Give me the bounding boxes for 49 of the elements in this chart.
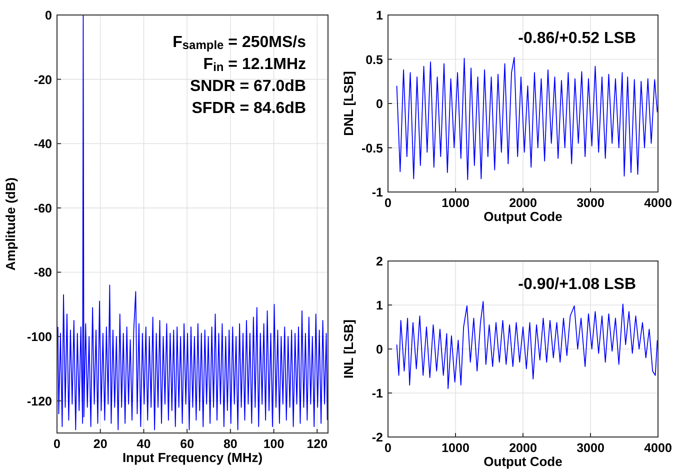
x-tick-label: 4000 [644, 196, 672, 210]
x-tick-label: 100 [263, 437, 284, 451]
y-axis-title: DNL [LSB] [341, 71, 356, 136]
x-tick-label: 40 [136, 437, 151, 451]
y-tick-label: 0 [376, 342, 384, 356]
x-tick-label: 20 [93, 437, 108, 451]
annotation: F$_{sample}$ = 250MS/s [172, 34, 306, 52]
y-tick-label: 0.5 [366, 52, 384, 67]
y-tick-label: -2 [372, 430, 384, 444]
x-tick-label: 80 [223, 437, 238, 451]
y-tick-label: 0 [45, 8, 52, 22]
y-tick-label: -1 [372, 386, 384, 400]
line-series [396, 57, 658, 180]
y-tick-label: 0 [376, 97, 384, 111]
x-tick-label: 2000 [509, 196, 537, 210]
x-tick-label: 4000 [644, 441, 672, 455]
x-tick-label: 120 [306, 437, 328, 451]
x-tick-label: 0 [384, 441, 392, 455]
x-tick-label: 1000 [442, 196, 470, 210]
y-tick-label: -100 [26, 330, 52, 344]
x-axis-title: Output Code [484, 454, 562, 469]
y-tick-label: 1 [376, 8, 384, 22]
y-tick-label: 2 [376, 254, 384, 268]
line-series [396, 301, 658, 390]
x-tick-label: 3000 [576, 441, 604, 455]
y-axis-title: Amplitude (dB) [3, 177, 18, 271]
x-tick-label: 3000 [576, 196, 604, 210]
annotation: SNDR = 67.0dB [190, 78, 306, 95]
x-tick-label: 2000 [509, 441, 537, 455]
y-tick-label: -0.5 [361, 141, 384, 156]
line-series [57, 14, 328, 430]
y-tick-label: -20 [34, 72, 52, 87]
y-tick-label: -40 [34, 137, 52, 152]
x-tick-label: 1000 [442, 441, 470, 455]
x-tick-label: 0 [384, 196, 392, 210]
y-tick-label: -120 [26, 394, 52, 408]
y-tick-label: -60 [34, 201, 52, 216]
x-axis-title: Output Code [484, 209, 562, 224]
annotation: -0.86/+0.52 LSB [518, 30, 636, 47]
x-tick-label: 60 [180, 437, 194, 451]
y-tick-label: -80 [34, 266, 52, 280]
annotation: SFDR = 84.6dB [192, 100, 306, 117]
annotation: -0.90/+1.08 LSB [518, 276, 636, 293]
y-tick-label: 1 [376, 298, 384, 312]
y-axis-title: INL [LSB] [341, 320, 356, 378]
y-tick-label: -1 [372, 186, 384, 200]
annotation: F$_{in}$ = 12.1MHz [203, 56, 306, 74]
x-axis-title: Input Frequency (MHz) [122, 450, 263, 465]
x-tick-label: 0 [54, 437, 61, 451]
